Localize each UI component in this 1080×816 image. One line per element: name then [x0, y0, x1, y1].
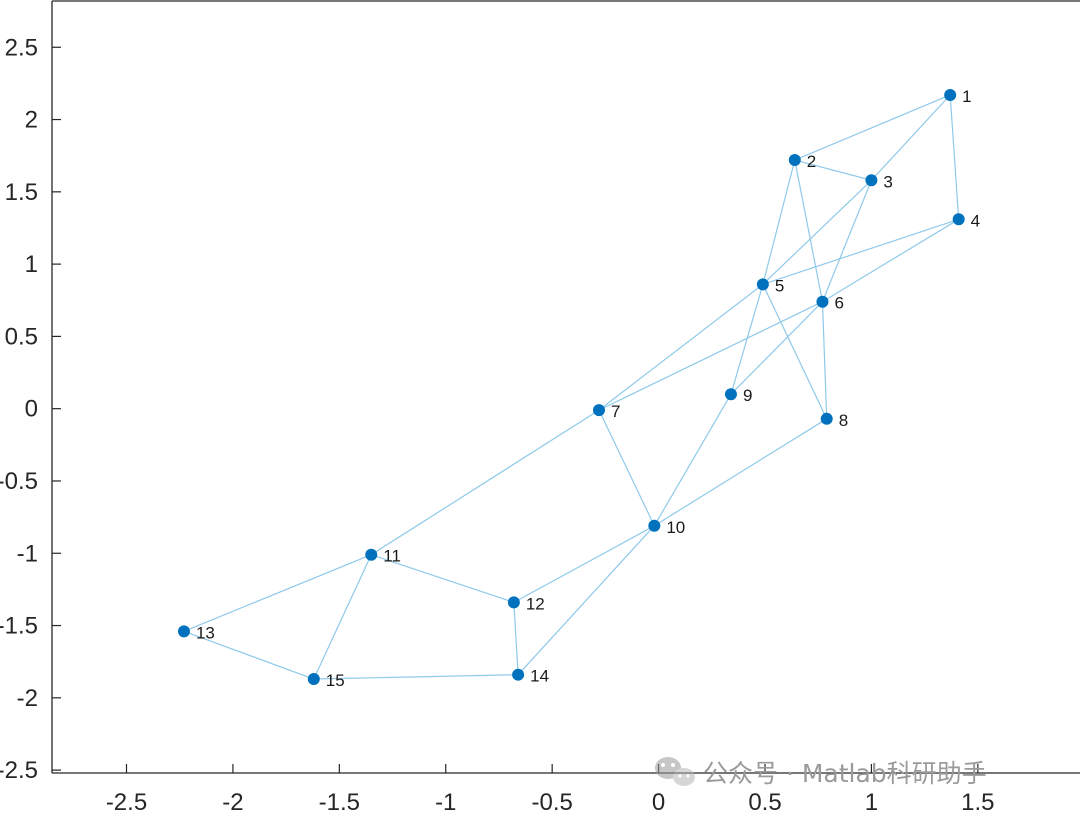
node-label: 5 [775, 276, 784, 295]
graph-node [512, 668, 525, 681]
y-tick-label: -0.5 [0, 468, 38, 495]
node-label: 4 [971, 211, 980, 230]
node-label: 10 [666, 518, 685, 537]
y-tick-label: 2 [25, 107, 38, 134]
x-tick-label: 0 [652, 789, 665, 816]
x-tick-label: 0.5 [748, 789, 781, 816]
graph-node [952, 213, 965, 226]
node-label: 14 [530, 667, 549, 686]
graph-edge [949, 94, 960, 220]
x-tick-label: 1 [865, 789, 878, 816]
graph-node [724, 388, 737, 401]
graph-edge [653, 393, 732, 527]
graph-node [648, 519, 661, 532]
graph-edge [513, 525, 655, 603]
graph-edge [598, 409, 655, 527]
x-tick-label: -2.5 [106, 789, 147, 816]
graph-edge [730, 301, 823, 395]
graph-edge [870, 94, 951, 181]
graph-edge [183, 630, 314, 680]
graph-edge [598, 301, 823, 411]
y-tick-label: 2.5 [5, 34, 38, 61]
graph-edge [762, 179, 872, 285]
graph-node [865, 174, 878, 187]
node-label: 15 [326, 671, 345, 690]
graph-edge [371, 554, 515, 603]
node-label: 13 [196, 623, 215, 642]
x-tick-label: -1.5 [319, 789, 360, 816]
graph-edge [513, 602, 519, 675]
graph-node [788, 154, 801, 167]
node-label: 12 [526, 594, 545, 613]
node-label: 2 [807, 152, 816, 171]
graph-edge [822, 218, 959, 303]
node-label: 6 [834, 294, 843, 313]
graph-edge [821, 180, 872, 302]
graph-edge [762, 159, 796, 285]
watermark: 公众号 · Matlab科研助手 [655, 757, 987, 788]
y-tick-label: -2 [17, 685, 38, 712]
x-tick-label: -0.5 [531, 789, 572, 816]
graph-edge [794, 159, 872, 181]
graph-edge [183, 554, 372, 632]
y-tick-label: 1 [25, 251, 38, 278]
watermark-text: 公众号 · Matlab科研助手 [703, 759, 987, 788]
y-axis-ticks: -2.5 -2 -1.5 -1 -0.5 0 0.5 1 1.5 2 2.5 [0, 34, 61, 784]
wechat-icon [655, 757, 695, 786]
node-label: 1 [962, 87, 971, 106]
graph-edge [762, 284, 828, 420]
graph-edge [654, 418, 828, 527]
x-tick-label: 1.5 [961, 789, 994, 816]
node-label: 3 [883, 172, 892, 191]
x-axis-ticks: -2.5 -2 -1.5 -1 -0.5 0 0.5 1 1.5 [106, 764, 995, 816]
graph-node [307, 673, 320, 686]
graph-node [177, 625, 190, 638]
graph-node [507, 596, 520, 609]
y-tick-label: -1 [17, 540, 38, 567]
graph-edge [794, 159, 824, 302]
y-tick-label: 1.5 [5, 179, 38, 206]
graph-node [944, 88, 957, 101]
y-tick-label: 0 [25, 396, 38, 423]
node-label: 7 [611, 402, 620, 421]
node-label: 9 [743, 386, 752, 405]
graph-node [756, 278, 769, 291]
graph-edge [762, 218, 959, 285]
graph-edge [517, 525, 655, 676]
graph-node [816, 295, 829, 308]
x-tick-label: -2 [222, 789, 243, 816]
graph-edge [370, 409, 600, 556]
node-label: 8 [839, 411, 848, 430]
graph-node [820, 412, 833, 425]
graph-edge [730, 284, 764, 395]
node-label: 11 [383, 547, 401, 566]
graph-edge [313, 674, 519, 680]
axes-box [51, 0, 1080, 774]
y-tick-label: 0.5 [5, 323, 38, 350]
graph-edge [313, 554, 372, 680]
y-tick-label: -2.5 [0, 757, 38, 784]
graph-edge [598, 283, 764, 411]
graph-edge [821, 301, 828, 419]
graph-node [592, 404, 605, 417]
graph-node [365, 548, 378, 561]
graph-edge [794, 94, 951, 161]
y-tick-label: -1.5 [0, 613, 38, 640]
x-tick-label: -1 [435, 789, 456, 816]
graph-edges [183, 94, 960, 680]
graph-nodes [177, 88, 965, 686]
